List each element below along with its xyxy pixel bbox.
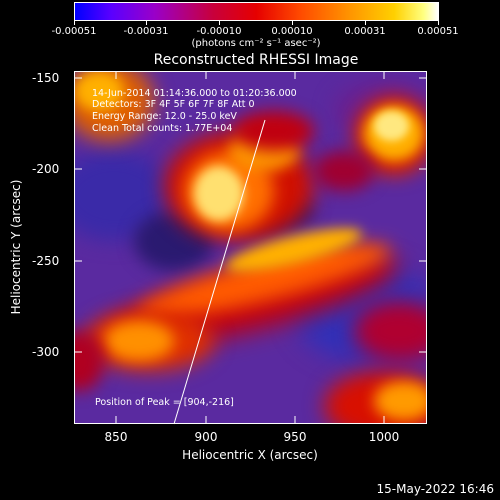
colorbar-tick-label: -0.00031 <box>123 26 169 37</box>
y-tick-label: -250 <box>32 254 60 268</box>
colorbar-tick <box>219 21 220 25</box>
y-tick-label: -300 <box>32 345 60 359</box>
y-axis-ticks <box>74 77 427 353</box>
colorbar-tick-label: 0.00010 <box>271 26 313 37</box>
info-time-range: 14-Jun-2014 01:14:36.000 to 01:20:36.000 <box>92 88 297 99</box>
colorbar-tick <box>292 21 293 25</box>
colorbar-tick-label: -0.00010 <box>196 26 242 37</box>
colorbar-tick-label: 0.00031 <box>344 26 386 37</box>
colorbar-units: (photons cm⁻² s⁻¹ asec⁻²) <box>191 38 321 49</box>
colorbar-tick <box>438 21 439 25</box>
x-axis-label: Heliocentric X (arcsec) <box>182 448 318 462</box>
image-plot <box>74 71 427 424</box>
colorbar-tick <box>74 21 75 25</box>
info-energy-range: Energy Range: 12.0 - 25.0 keV <box>92 111 237 122</box>
colorbar-tick-label: 0.00051 <box>417 26 459 37</box>
info-total-counts: Clean Total counts: 1.77E+04 <box>92 123 233 134</box>
x-axis-ticks <box>115 71 385 424</box>
colorbar-tick <box>146 21 147 25</box>
y-axis-label: Heliocentric Y (arcsec) <box>9 179 23 315</box>
plot-title: Reconstructed RHESSI Image <box>153 52 359 68</box>
x-tick-label: 900 <box>194 430 218 444</box>
x-tick-label: 1000 <box>368 430 400 444</box>
datestamp: 15-May-2022 16:46 <box>376 482 494 496</box>
y-tick-label: -200 <box>32 162 60 176</box>
colorbar-tick-label: -0.00051 <box>51 26 97 37</box>
x-tick-label: 950 <box>283 430 307 444</box>
colorbar <box>74 2 439 21</box>
y-tick-label: -150 <box>32 71 60 85</box>
limb-line <box>173 119 266 425</box>
peak-position: Position of Peak = [904,-216] <box>95 397 234 408</box>
colorbar-tick <box>365 21 366 25</box>
x-tick-label: 850 <box>104 430 128 444</box>
info-detectors: Detectors: 3F 4F 5F 6F 7F 8F Att 0 <box>92 99 255 110</box>
